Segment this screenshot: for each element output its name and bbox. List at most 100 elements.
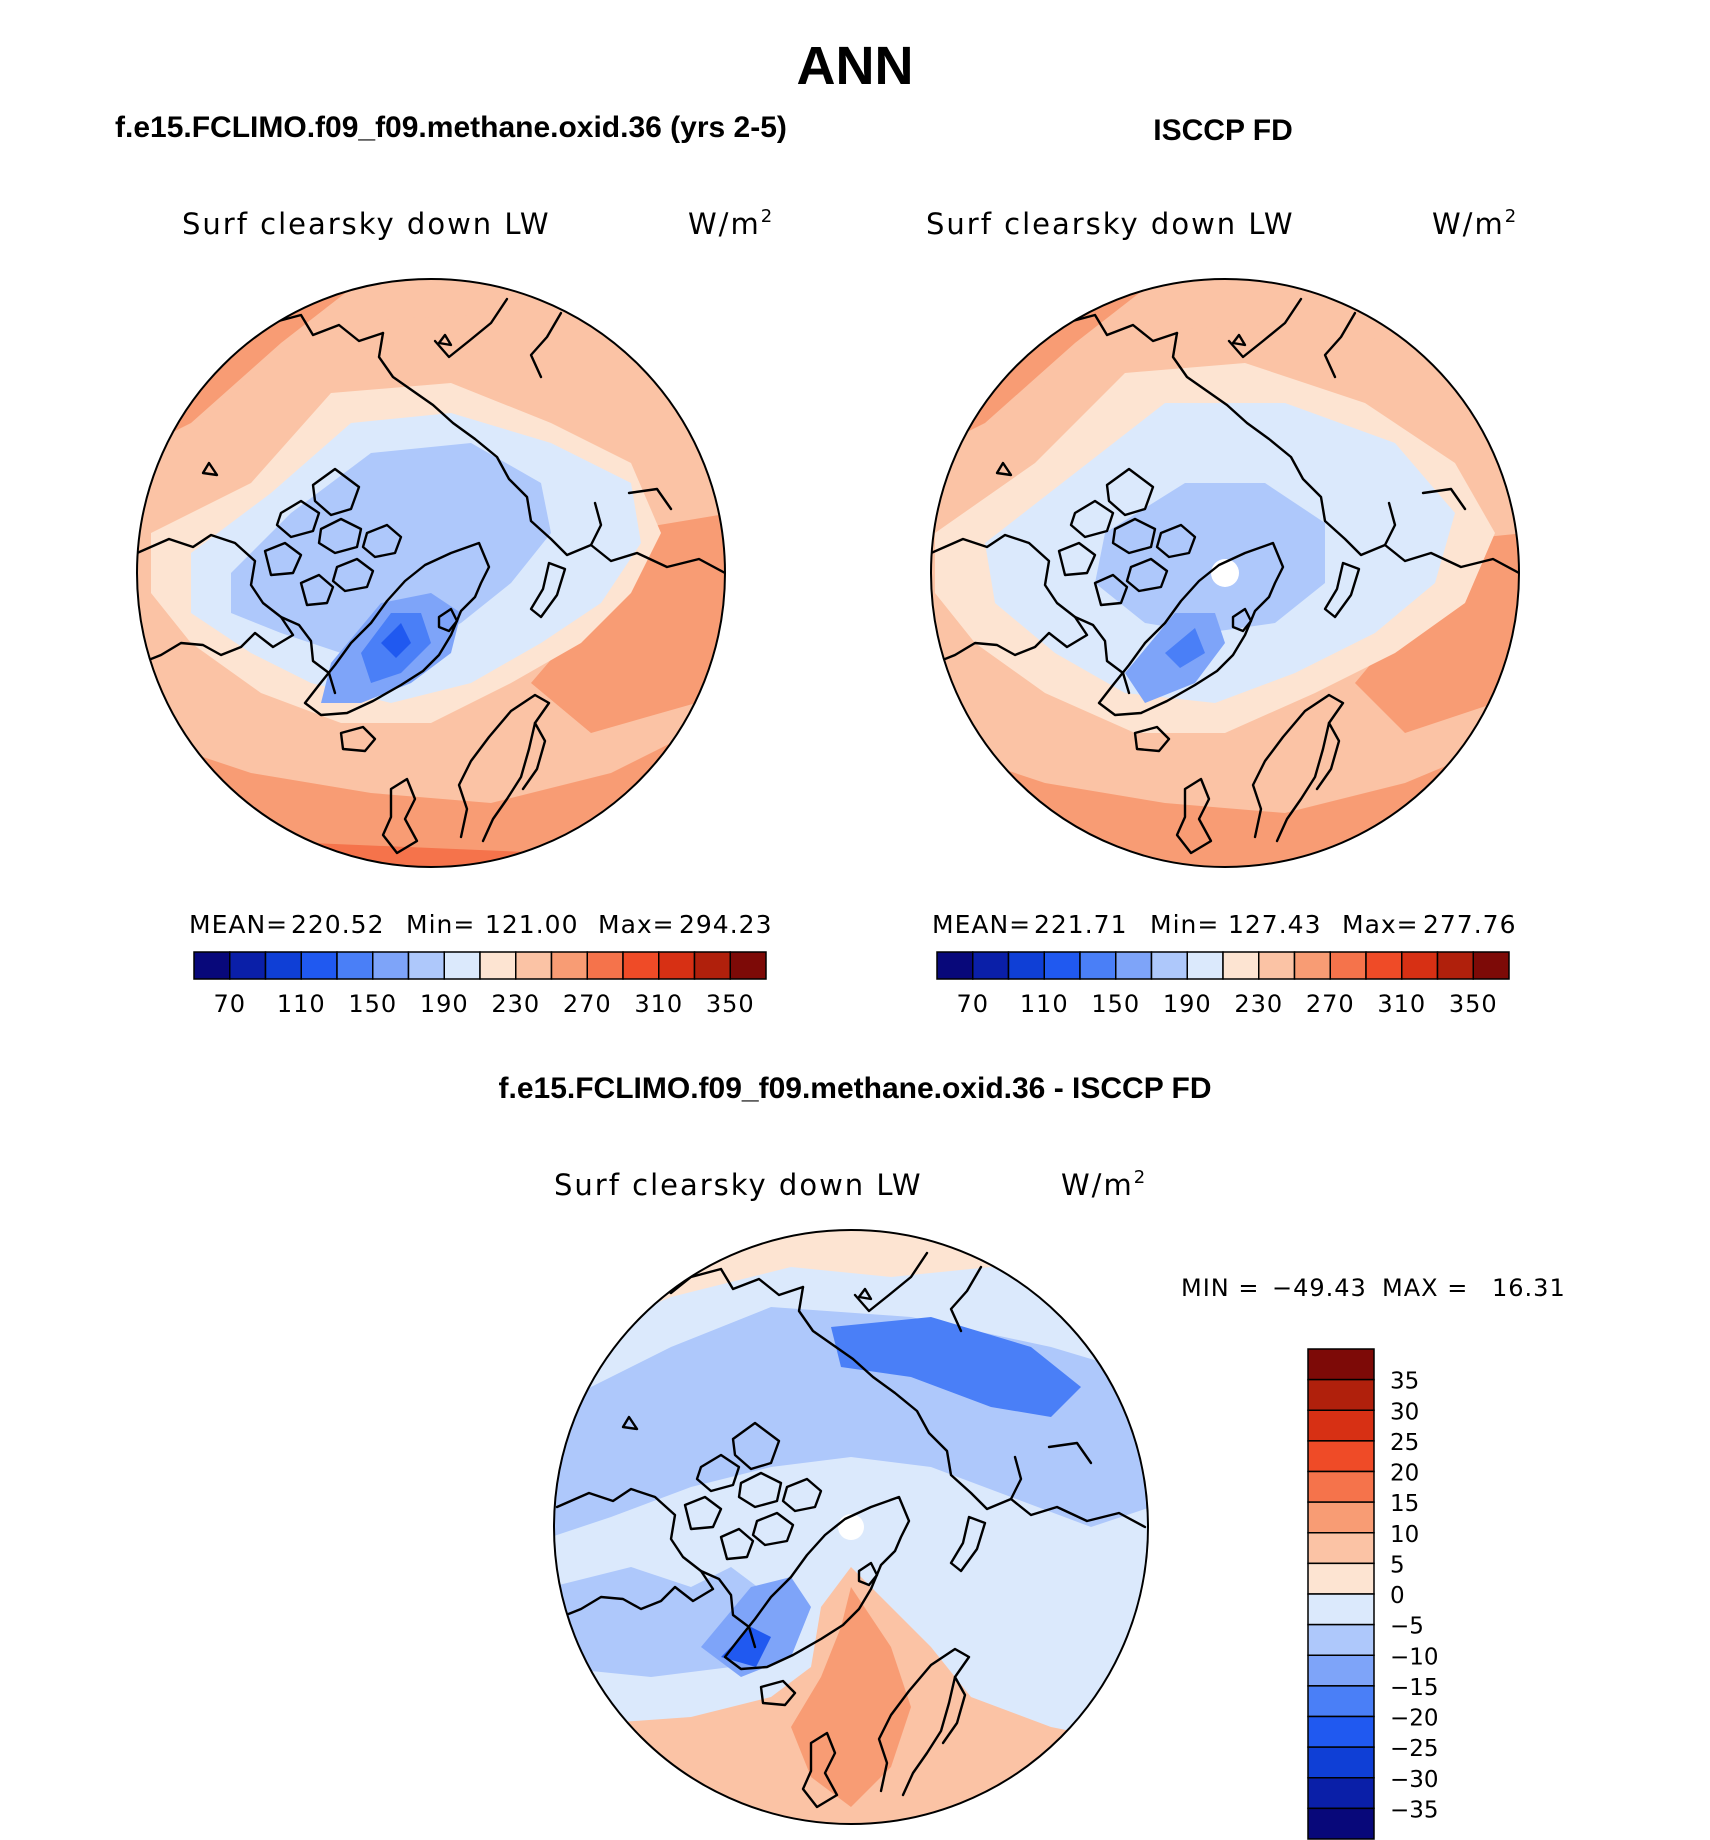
panel-model-mean-label: MEAN= — [189, 910, 288, 939]
panel-obs-variable-label: Surf clearsky down LW — [926, 207, 1295, 241]
colorbar-obs-tick-label: 110 — [1020, 990, 1069, 1018]
panel-model-units: W/m2 — [688, 206, 774, 241]
colorbar-diff-tick-label: 25 — [1390, 1430, 1419, 1456]
colorbar-diff-tick-label: 30 — [1390, 1399, 1419, 1425]
colorbar-model-swatch — [193, 951, 231, 980]
colorbar-model-tick-label: 190 — [420, 990, 469, 1018]
colorbar-obs-swatch — [1258, 951, 1296, 980]
colorbar-obs-swatch — [972, 951, 1010, 980]
panel-diff-min-value: −49.43 — [1272, 1274, 1367, 1302]
colorbar-diff-tick-label: 5 — [1390, 1552, 1405, 1578]
colorbar-diff-tick-label: −35 — [1390, 1797, 1439, 1823]
colorbar-diff-swatch — [1307, 1562, 1375, 1595]
colorbar-diff-tick-label: 15 — [1390, 1491, 1419, 1517]
panel-obs-mean-label: MEAN= — [932, 910, 1031, 939]
colorbar-diff-tick-label: 0 — [1390, 1583, 1405, 1609]
panel-obs-max-value: 277.76 — [1423, 910, 1516, 939]
colorbar-diff-tick-label: 35 — [1390, 1369, 1419, 1395]
panel-diff-variable-label: Surf clearsky down LW — [554, 1168, 923, 1202]
colorbar-model-swatch — [550, 951, 588, 980]
colorbar-model-swatch — [586, 951, 624, 980]
panel-diff-min-label: MIN = — [1181, 1274, 1259, 1302]
colorbar-obs-tick-label: 270 — [1306, 990, 1355, 1018]
colorbar-diff-tick-label: −15 — [1390, 1675, 1439, 1701]
colorbar-obs-swatch — [1472, 951, 1510, 980]
colorbar-model-swatch — [264, 951, 302, 980]
colorbar-diff-tick-label: 20 — [1390, 1461, 1419, 1487]
colorbar-model-tick-label: 270 — [563, 990, 612, 1018]
panel-obs-stats: MEAN= 221.71 Min= 127.43 Max= 277.76 — [932, 910, 1516, 939]
colorbar-model-tick-label: 70 — [213, 990, 246, 1018]
panel-model-variable-label: Surf clearsky down LW — [182, 207, 551, 241]
panel-model-max-value: 294.23 — [679, 910, 772, 939]
colorbar-model-tick-label: 310 — [634, 990, 683, 1018]
panel-model-mean-value: 220.52 — [291, 910, 384, 939]
panel-obs-colorbar: 70 110 150 190 230 270 310 350 — [936, 951, 1510, 1018]
colorbar-diff-swatch — [1307, 1746, 1375, 1779]
colorbar-model-swatch — [300, 951, 338, 980]
colorbar-obs-tick-label: 310 — [1377, 990, 1426, 1018]
panel-diff-colorbar: 35 30 25 20 15 10 5 0 −5 −10 −15 −20 −25 −30 −35 — [1307, 1348, 1439, 1840]
panel-model-map — [137, 279, 725, 867]
panel-diff-units: W/m2 — [1061, 1167, 1147, 1202]
colorbar-diff-swatch — [1307, 1715, 1375, 1748]
colorbar-model-tick-label: 230 — [491, 990, 540, 1018]
colorbar-obs-swatch — [1222, 951, 1260, 980]
colorbar-obs-tick-label: 70 — [956, 990, 989, 1018]
panel-obs-map — [931, 279, 1519, 867]
colorbar-obs-swatch — [1293, 951, 1331, 980]
colorbar-diff-swatch — [1307, 1532, 1375, 1565]
panel-diff: f.e15.FCLIMO.f09_f09.methane.oxid.36 - I… — [499, 1072, 1566, 1840]
colorbar-model-swatch — [372, 951, 410, 980]
colorbar-diff-swatch — [1307, 1378, 1375, 1411]
colorbar-obs-swatch — [1401, 951, 1439, 980]
panel-model-stats: MEAN= 220.52 Min= 121.00 Max= 294.23 — [189, 910, 772, 939]
panel-model-map-border — [136, 278, 726, 868]
colorbar-diff-tick-label: −10 — [1390, 1644, 1439, 1670]
colorbar-obs-tick-label: 150 — [1091, 990, 1140, 1018]
panel-model-max-label: Max= — [598, 910, 675, 939]
colorbar-model-swatch — [407, 951, 445, 980]
colorbar-model-tick-label: 150 — [348, 990, 397, 1018]
colorbar-diff-swatch — [1307, 1470, 1375, 1503]
panel-obs-heading: ISCCP FD — [1153, 114, 1292, 147]
panel-obs-map-border — [930, 278, 1520, 868]
colorbar-diff-swatch — [1307, 1654, 1375, 1687]
panel-obs-mean-value: 221.71 — [1034, 910, 1127, 939]
colorbar-model-swatch — [622, 951, 660, 980]
colorbar-obs-tick-label: 350 — [1449, 990, 1498, 1018]
panel-obs-min-value: 127.43 — [1228, 910, 1321, 939]
colorbar-diff-swatch — [1307, 1501, 1375, 1534]
colorbar-diff-tick-label: −30 — [1390, 1767, 1439, 1793]
panel-diff-heading: f.e15.FCLIMO.f09_f09.methane.oxid.36 - I… — [499, 1072, 1212, 1105]
panel-model-heading: f.e15.FCLIMO.f09_f09.methane.oxid.36 (yr… — [115, 111, 787, 144]
main-title: ANN — [797, 36, 914, 96]
panel-model-min-label: Min= — [406, 910, 475, 939]
colorbar-diff-tick-label: −25 — [1390, 1736, 1439, 1762]
colorbar-obs-tick-label: 230 — [1234, 990, 1283, 1018]
panel-diff-max-value: 16.31 — [1492, 1274, 1566, 1302]
panel-diff-max-label: MAX = — [1382, 1274, 1468, 1302]
panel-model: f.e15.FCLIMO.f09_f09.methane.oxid.36 (yr… — [115, 111, 787, 1018]
colorbar-diff-tick-label: −20 — [1390, 1706, 1439, 1732]
colorbar-diff-swatch — [1307, 1777, 1375, 1810]
colorbar-model-swatch — [515, 951, 553, 980]
colorbar-diff-swatch — [1307, 1409, 1375, 1442]
colorbar-model-swatch — [443, 951, 481, 980]
colorbar-model-swatch — [658, 951, 696, 980]
panel-obs-max-label: Max= — [1342, 910, 1419, 939]
colorbar-obs-swatch — [1115, 951, 1153, 980]
colorbar-obs-swatch — [1186, 951, 1224, 980]
panel-obs-min-label: Min= — [1150, 910, 1219, 939]
colorbar-obs-swatch — [1365, 951, 1403, 980]
panel-model-colorbar: 70 110 150 190 230 270 310 350 — [193, 951, 767, 1018]
panel-diff-stats: MIN = −49.43 MAX = 16.31 — [1181, 1274, 1566, 1302]
colorbar-obs-swatch — [1043, 951, 1081, 980]
colorbar-obs-swatch — [1079, 951, 1117, 980]
panel-obs: ISCCP FD Surf clearsky down LW W/m2 MEAN… — [926, 114, 1520, 1018]
colorbar-model-swatch — [229, 951, 267, 980]
colorbar-diff-tick-label: 10 — [1390, 1522, 1419, 1548]
colorbar-diff-swatch — [1307, 1440, 1375, 1473]
